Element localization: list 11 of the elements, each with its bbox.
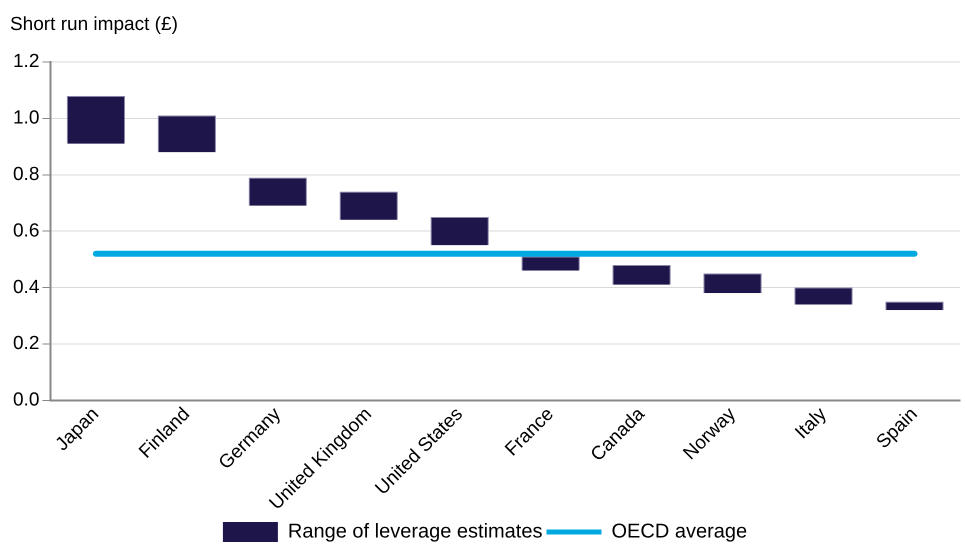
- legend-label: Range of leverage estimates: [288, 520, 542, 543]
- y-tick-label: 0.6: [12, 220, 40, 242]
- y-tick-label: 0.8: [12, 164, 40, 185]
- y-tick-label: 0.0: [12, 390, 40, 411]
- y-tick-label: 0.2: [12, 333, 40, 354]
- legend-label: OECD average: [611, 520, 748, 543]
- y-axis-title: Short run impact (£): [10, 14, 178, 36]
- y-tick-label: 1.0: [12, 108, 40, 129]
- x-tick-label: Italy: [791, 403, 832, 444]
- y-tick-label: 1.2: [12, 51, 40, 72]
- y-tick-label: 0.4: [12, 276, 40, 298]
